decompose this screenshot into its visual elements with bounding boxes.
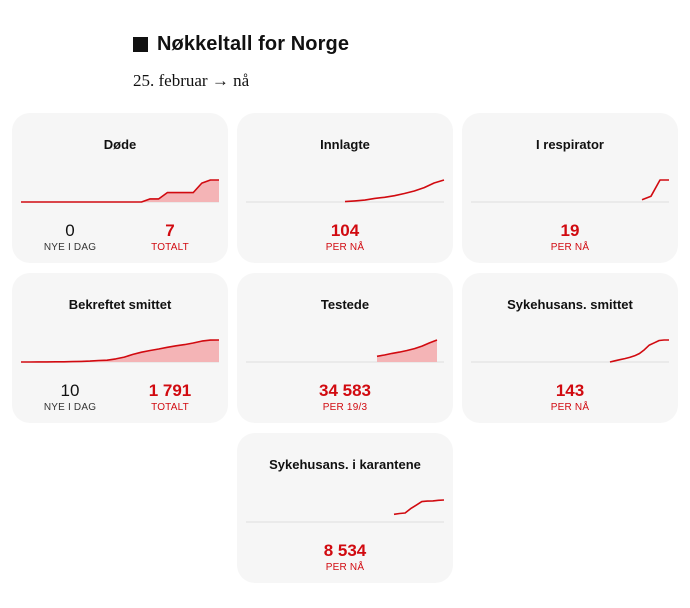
- stat-value: 1 791: [148, 381, 192, 400]
- series-area: [21, 340, 219, 362]
- stat-block: 143 PER NÅ: [520, 381, 620, 414]
- stat-block: 10 NYE I DAG: [20, 381, 120, 414]
- card-title: Testede: [320, 297, 370, 312]
- sparkline-chart: [246, 499, 445, 523]
- stat-block: 19 PER NÅ: [520, 221, 620, 254]
- stat-value: 8 534: [323, 541, 367, 560]
- sparkline-chart: [21, 179, 219, 203]
- stat-label: PER NÅ: [325, 242, 365, 253]
- sparkline-chart: [471, 339, 669, 363]
- series-line: [21, 179, 219, 203]
- stat-value: 143: [555, 381, 585, 400]
- stat-value: 0: [65, 221, 75, 240]
- series-line: [393, 499, 445, 516]
- page-title-row: Nøkkeltall for Norge: [133, 31, 349, 57]
- stat-label: TOTALT: [151, 402, 189, 413]
- series-line: [344, 179, 445, 203]
- series-line: [376, 339, 438, 358]
- card-title: Sykehusans. i karantene: [269, 457, 421, 472]
- stat-block: 1 791 TOTALT: [120, 381, 220, 414]
- card-title: Sykehusans. smittet: [507, 297, 633, 312]
- stat-label: TOTALT: [151, 242, 189, 253]
- date-range: 25. februar → nå: [133, 71, 250, 90]
- series-line: [21, 339, 220, 363]
- stat-label: NYE I DAG: [43, 242, 97, 253]
- card-title: Bekreftet smittet: [68, 297, 172, 312]
- stat-label: PER NÅ: [550, 242, 590, 253]
- stat-card: Sykehusans. i karantene 8 534 PER NÅ: [237, 433, 453, 583]
- stat-block: 104 PER NÅ: [295, 221, 395, 254]
- stat-card: Testede 34 583 PER 19/3: [237, 273, 453, 423]
- stat-label: NYE I DAG: [43, 402, 97, 413]
- stat-label: PER NÅ: [550, 402, 590, 413]
- card-title: Innlagte: [320, 137, 370, 152]
- stat-card: I respirator 19 PER NÅ: [462, 113, 678, 263]
- stat-value: 19: [560, 221, 580, 240]
- stat-value: 34 583: [319, 381, 371, 400]
- sparkline-chart: [246, 179, 445, 203]
- series-line: [641, 179, 669, 201]
- sparkline-chart: [471, 179, 669, 203]
- card-title: Døde: [103, 137, 137, 152]
- page-header: Nøkkeltall for Norge 25. februar → nå: [133, 31, 349, 91]
- stat-label: PER NÅ: [325, 562, 365, 573]
- stat-block: 0 NYE I DAG: [20, 221, 120, 254]
- stat-value: 104: [330, 221, 360, 240]
- page-title: Nøkkeltall for Norge: [157, 32, 350, 55]
- stat-block: 34 583 PER 19/3: [295, 381, 395, 414]
- stat-value: 10: [60, 381, 80, 400]
- stat-card: Bekreftet smittet 10 NYE I DAG 1 791 TOTALT: [12, 273, 228, 423]
- stat-card: Sykehusans. smittet 143 PER NÅ: [462, 273, 678, 423]
- stat-block: 7 TOTALT: [120, 221, 220, 254]
- series-area: [21, 180, 219, 202]
- square-icon: [133, 36, 148, 52]
- stat-block: 8 534 PER NÅ: [295, 541, 395, 574]
- stat-value: 7: [165, 221, 175, 240]
- stat-label: PER 19/3: [322, 402, 368, 413]
- sparkline-chart: [21, 339, 220, 363]
- series-line: [609, 339, 669, 363]
- stat-card: Døde 0 NYE I DAG 7 TOTALT: [12, 113, 228, 263]
- stat-card: Innlagte 104 PER NÅ: [237, 113, 453, 263]
- card-title: I respirator: [536, 137, 604, 152]
- sparkline-chart: [246, 339, 444, 363]
